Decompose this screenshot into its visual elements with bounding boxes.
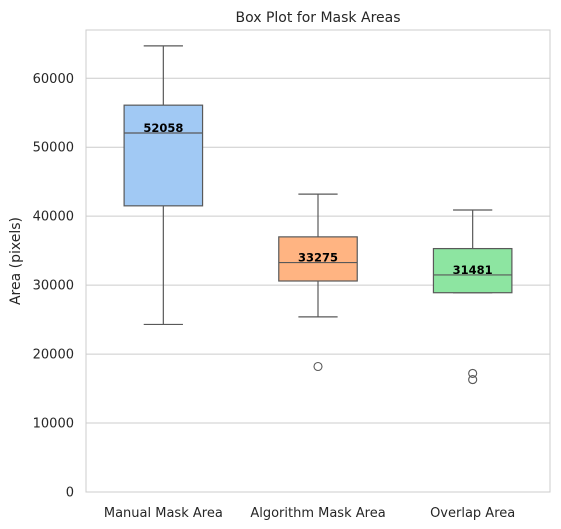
box-body bbox=[278, 236, 358, 282]
x-tick-label-0: Manual Mask Area bbox=[104, 506, 223, 521]
x-axis: Manual Mask Area Algorithm Mask Area Overl… bbox=[104, 506, 515, 521]
median-label: 31481 bbox=[453, 263, 493, 277]
y-tick-label-0: 0 bbox=[66, 486, 74, 501]
outlier-0 bbox=[468, 368, 478, 378]
box-body bbox=[123, 104, 204, 207]
y-tick-label-10000: 10000 bbox=[33, 417, 74, 432]
x-tick-label-1: Algorithm Mask Area bbox=[250, 506, 385, 521]
outlier-1 bbox=[468, 375, 478, 385]
box-body bbox=[432, 247, 513, 294]
y-tick-label-20000: 20000 bbox=[33, 348, 74, 363]
median-label: 33275 bbox=[298, 251, 338, 265]
box-2: 31481 bbox=[432, 209, 513, 385]
chart-title: Box Plot for Mask Areas bbox=[235, 10, 400, 26]
outlier-0 bbox=[313, 361, 323, 372]
box-1: 33275 bbox=[278, 193, 358, 372]
box-0: 52058 bbox=[123, 45, 204, 326]
x-tick-label-2: Overlap Area bbox=[430, 506, 515, 521]
boxes: 52058 33275 31481 bbox=[123, 45, 513, 385]
plot-frame bbox=[85, 29, 551, 493]
y-tick-label-60000: 60000 bbox=[33, 72, 74, 87]
y-axis-label: Area (pixels) bbox=[8, 217, 24, 305]
y-axis: 0 10000 20000 30000 40000 50000 60000 bbox=[33, 72, 74, 501]
median-label: 52058 bbox=[143, 121, 183, 135]
y-tick-label-50000: 50000 bbox=[33, 141, 74, 156]
y-tick-label-40000: 40000 bbox=[33, 210, 74, 225]
y-tick-label-30000: 30000 bbox=[33, 279, 74, 294]
